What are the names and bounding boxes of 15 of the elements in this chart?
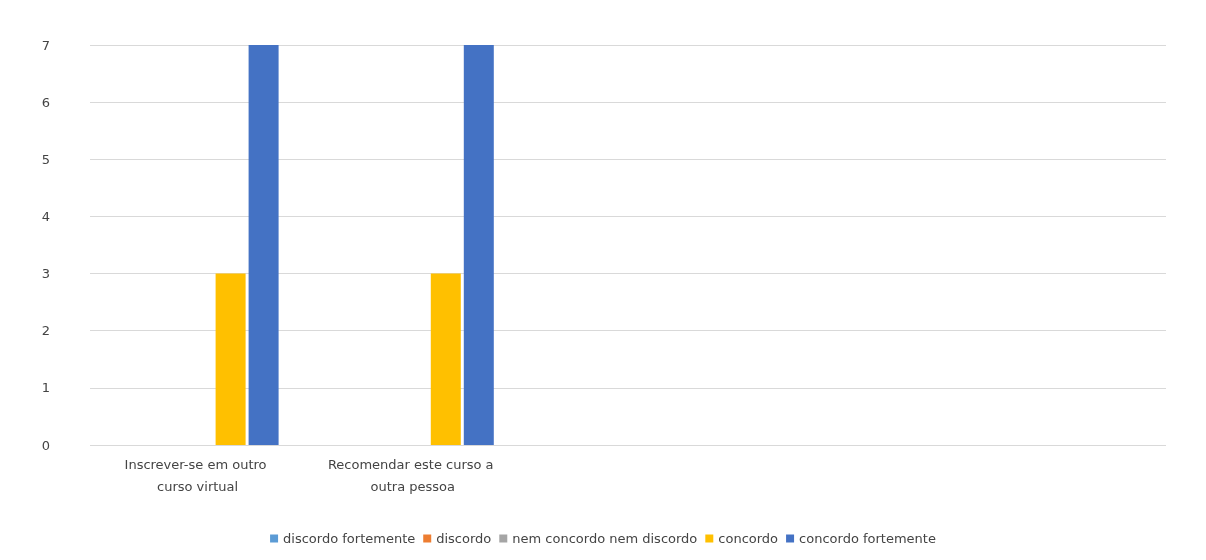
x-tick-label: Inscrever-se em outro curso virtual — [124, 456, 271, 494]
legend-label: discordo — [436, 531, 492, 546]
legend-label: discordo fortemente — [283, 531, 416, 546]
legend-label: nem concordo nem discordo — [512, 531, 698, 546]
legend-label: concordo fortemente — [799, 531, 936, 546]
y-tick-label: 1 — [41, 380, 50, 396]
y-tick-label: 6 — [41, 94, 50, 110]
y-tick-label: 3 — [41, 266, 50, 282]
legend-label: concordo — [718, 531, 779, 546]
y-tick-label: 7 — [41, 37, 50, 53]
y-tick-label: 5 — [41, 151, 50, 167]
x-tick-label: Recomendar este curso a outra pessoa — [327, 456, 498, 494]
y-tick-label: 4 — [41, 208, 50, 224]
y-tick-label: 0 — [41, 437, 50, 453]
y-tick-label: 2 — [41, 323, 50, 339]
